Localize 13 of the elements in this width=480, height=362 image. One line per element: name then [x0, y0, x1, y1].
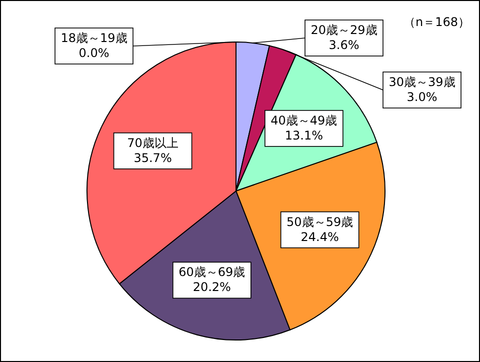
- data-label: 35.7%: [134, 150, 172, 165]
- data-label: 13.1%: [284, 128, 323, 142]
- slice-label: 50歳～59歳: [286, 214, 354, 229]
- data-label: 24.4%: [300, 230, 339, 244]
- text: （n＝168）: [403, 15, 470, 29]
- slice-label: 60歳～69歳: [178, 265, 246, 280]
- slice-label: 30歳～39歳: [388, 75, 456, 89]
- data-label: 3.0%: [406, 90, 438, 104]
- slice-label: 70歳以上: [127, 136, 178, 150]
- slice-label: 40歳～49歳: [270, 113, 338, 128]
- slice-label: 20歳～29歳: [310, 23, 378, 37]
- data-label: 3.6%: [328, 38, 360, 52]
- data-label: 20.2%: [192, 280, 231, 294]
